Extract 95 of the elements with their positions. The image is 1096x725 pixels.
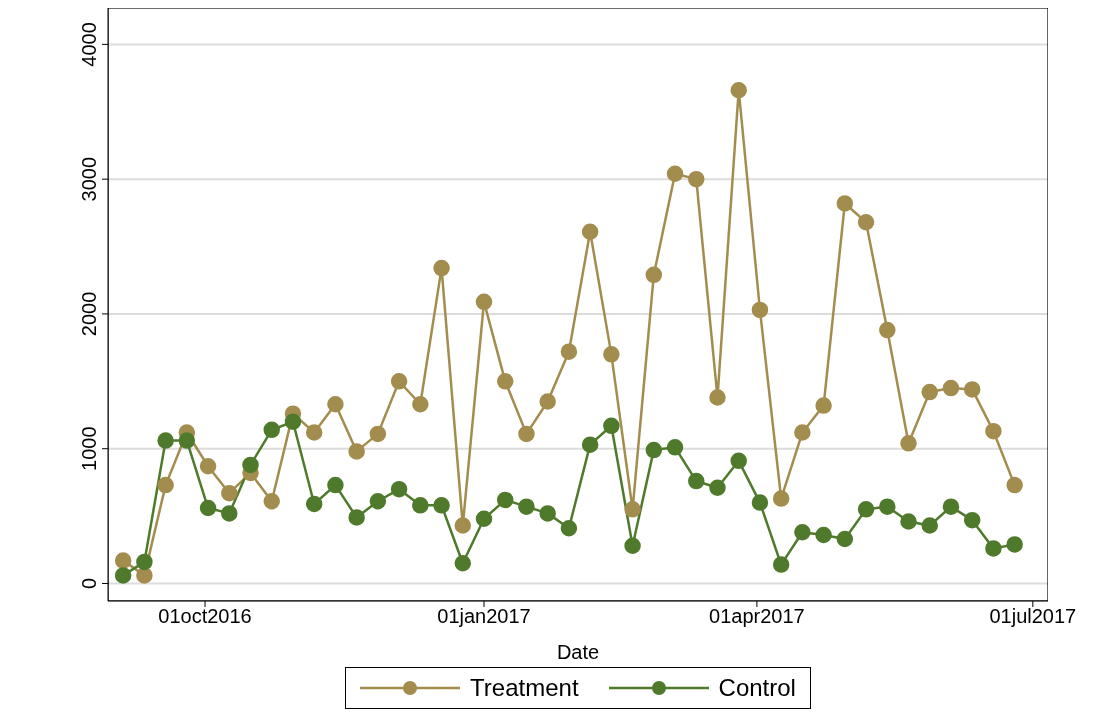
point [730,81,747,99]
y-tick-label: 2000 [78,291,100,337]
point [688,170,705,188]
point [751,301,769,319]
point [369,493,387,510]
point [114,552,132,569]
point [136,553,153,571]
point [581,436,599,453]
point [305,495,323,513]
point [284,413,302,430]
point [879,321,896,339]
point [454,555,472,572]
point [772,556,790,573]
point [199,499,217,517]
point [327,476,344,494]
y-tick-label: 0 [78,577,100,590]
point [645,266,663,284]
point [305,424,323,441]
point [199,457,217,475]
point [794,424,811,441]
point [709,389,726,406]
legend-label: Control [718,674,796,702]
point [221,484,238,502]
point [857,214,875,231]
point [242,456,259,474]
point [518,425,535,443]
point [348,509,365,526]
x-tick-label: 01apr2017 [709,605,805,628]
point [985,422,1002,440]
point [390,373,408,390]
point [475,510,493,528]
y-tick-label: 3000 [78,156,100,202]
point [624,537,641,554]
point [921,383,938,401]
point [496,491,514,509]
point [539,393,556,410]
point [624,501,641,518]
point [836,195,854,212]
point [772,490,790,507]
point [433,259,450,277]
point [475,293,493,311]
point [794,524,811,541]
point [454,517,472,534]
point [560,519,578,537]
point [433,497,450,514]
point [666,165,684,183]
point [963,511,981,529]
point [730,452,747,470]
point [836,530,854,548]
point [666,439,684,456]
point [157,476,174,494]
y-tick-label: 1000 [78,426,100,471]
point [412,395,429,413]
x-tick-label: 01oct2016 [158,605,252,628]
point [1006,536,1023,553]
point [327,395,344,413]
point [879,498,896,515]
point [751,494,769,511]
point [581,223,599,240]
point [603,417,620,435]
point [985,540,1002,557]
point [815,526,832,544]
point [645,441,663,459]
point [603,346,620,363]
point [900,513,917,530]
point [942,498,960,515]
point [221,505,238,522]
point [1006,476,1023,494]
point [114,567,132,584]
x-axis-title: Date [556,641,600,663]
x-tick-label: 01jul2017 [989,605,1077,628]
y-tick-label: 4000 [78,22,100,67]
point [157,432,174,449]
point [709,479,726,497]
point [921,517,938,534]
point [496,373,514,390]
point [688,472,705,490]
point [136,567,153,584]
point [539,505,556,522]
point [900,435,917,452]
point [518,498,535,515]
point [369,425,387,443]
point [560,343,578,360]
point [857,501,875,518]
point [263,493,280,510]
point [263,421,280,439]
point [390,480,408,498]
point [178,432,196,449]
point [412,497,429,514]
x-tick-label: 01jan2017 [437,605,531,628]
point [942,379,960,397]
point [963,381,981,398]
point [815,397,832,414]
point [348,443,365,460]
legend-label: Treatment [470,674,579,702]
